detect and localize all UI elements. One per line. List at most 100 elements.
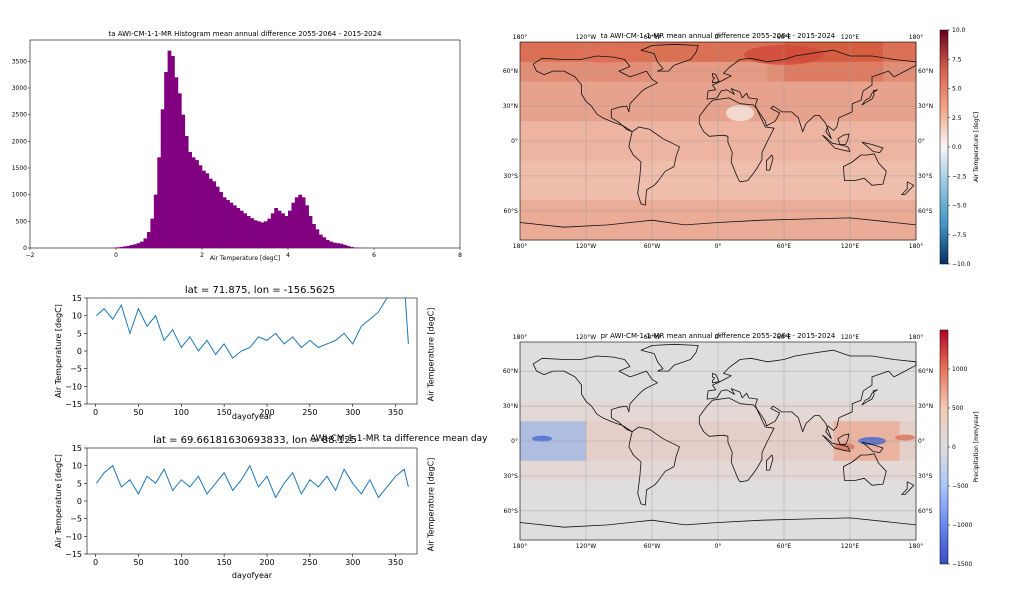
temperature-map-colorbar-tick-label: −5.0 [952, 203, 967, 210]
temperature-map-cell [718, 81, 735, 102]
temperature-map-coastline-new-guinea [861, 141, 884, 154]
histogram-bar [153, 194, 158, 248]
precipitation-map-cell [520, 342, 537, 363]
precipitation-map-cell [883, 441, 900, 462]
temperature-map-cell [734, 121, 752, 142]
precipitation-map-cell [652, 401, 669, 422]
temperature-map-cell [718, 180, 735, 201]
temperature-map-cell [602, 180, 620, 201]
temperature-map-cell [685, 141, 702, 162]
precipitation-map: pr AWI-CM-1-1-MR mean annual difference … [503, 329, 980, 568]
precipitation-map-coastline-australia [842, 453, 887, 486]
temperature-map-cell [866, 200, 884, 221]
precipitation-map-cell [652, 421, 669, 442]
temperature-map-cell [784, 121, 801, 142]
precipitation-map-cell [685, 520, 702, 541]
temperature-map-cell [652, 101, 669, 122]
precipitation-map-lon-label-top: 60°W [644, 334, 661, 341]
precipitation-map-cell [635, 480, 653, 501]
precipitation-map-cell [866, 342, 884, 363]
temperature-map-cell [536, 121, 554, 142]
temperature-map-anomaly [726, 105, 754, 122]
line-chart-1-x-tick-label: 0 [93, 408, 98, 417]
temperature-map-cell [767, 61, 785, 83]
temperature-map-cell [619, 220, 636, 241]
temperature-map-cell [718, 61, 735, 83]
precipitation-map-cell [718, 480, 735, 501]
histogram-x-tick-label: 0 [114, 252, 118, 259]
precipitation-map-cell [602, 480, 620, 501]
temperature-map-cell [652, 141, 669, 162]
precipitation-map-frame [519, 341, 917, 541]
temperature-map-cell [701, 200, 719, 221]
precipitation-map-cell [817, 520, 834, 541]
precipitation-map-coastline-indonesia [822, 434, 851, 452]
histogram-bar [191, 157, 196, 248]
histogram-bar [308, 216, 313, 248]
precipitation-map-cell [883, 381, 900, 402]
histogram-y-tick-label: 0 [23, 245, 27, 252]
temperature-map-cell [833, 101, 851, 122]
temperature-map-cell [569, 220, 587, 241]
precipitation-map-cell [899, 361, 917, 383]
histogram-bar [349, 246, 354, 248]
temperature-map: ta AWI-CM-1-1-MR mean annual difference … [503, 27, 980, 268]
histogram-bar [284, 216, 289, 248]
histogram-bar [236, 208, 241, 248]
temperature-map-cell [751, 121, 768, 142]
temperature-map-lon-label-top: 120°W [576, 34, 596, 41]
precipitation-map-cell [701, 480, 719, 501]
temperature-map-cell [866, 160, 884, 182]
precipitation-map-cell [734, 421, 752, 442]
histogram-bar [346, 245, 351, 248]
temperature-map-cell [883, 141, 900, 162]
precipitation-map-cell [685, 401, 702, 422]
precipitation-map-cell [734, 342, 752, 363]
temperature-map-cell [850, 141, 867, 162]
temperature-map-cell [899, 61, 917, 83]
precipitation-map-cell [619, 480, 636, 501]
line-chart-2-y-tick-label: 15 [72, 444, 82, 453]
temperature-map-cell [866, 61, 884, 83]
temperature-map-cell [866, 121, 884, 142]
histogram-bar [229, 202, 234, 248]
precipitation-map-cell [817, 460, 834, 482]
temperature-map-cell [751, 101, 768, 122]
temperature-map-cell [520, 81, 537, 102]
line-chart-1-y-tick-label: −10 [65, 382, 82, 391]
precipitation-map-cell [883, 520, 900, 541]
precipitation-map-cell [569, 342, 587, 363]
precipitation-map-lon-label-bottom: 60°W [644, 543, 661, 550]
precipitation-map-cell [685, 480, 702, 501]
temperature-map-cell [586, 61, 603, 83]
line-chart-1-y-tick-label: 5 [77, 329, 82, 338]
line-chart-2-y-label: Air Temperature [degC] [54, 454, 63, 548]
temperature-map-cell [602, 141, 620, 162]
precipitation-map-cell [718, 441, 735, 462]
precipitation-map-cell [817, 401, 834, 422]
histogram-bar [226, 200, 230, 248]
precipitation-map-cell [734, 401, 752, 422]
precipitation-map-colorbar-tick-label: −1000 [952, 522, 972, 529]
temperature-map-cell [718, 141, 735, 162]
temperature-map-cell [602, 81, 620, 102]
temperature-map-cell [668, 180, 686, 201]
precipitation-map-lon-label-top: 120°W [576, 334, 596, 341]
precipitation-map-cell [553, 460, 570, 482]
temperature-map-cell [685, 121, 702, 142]
temperature-map-lat-label-right: 30°N [918, 103, 933, 110]
line-chart-2-x-tick-label: 0 [93, 558, 98, 567]
temperature-map-cell [520, 180, 537, 201]
temperature-map-cell [883, 81, 900, 102]
temperature-map-cell [800, 141, 818, 162]
precipitation-map-cell [718, 361, 735, 383]
line-chart-1-x-tick-label: 50 [133, 408, 143, 417]
precipitation-map-cell [520, 401, 537, 422]
temperature-map-cell [800, 200, 818, 221]
temperature-map-cell [569, 141, 587, 162]
precipitation-map-cell [734, 381, 752, 402]
histogram-bar [222, 197, 227, 248]
histogram-x-ticks: −2 0 2 4 6 8 [26, 248, 462, 259]
precipitation-map-lat-label-right: 60°S [918, 508, 933, 515]
precipitation-map-cell [701, 520, 719, 541]
